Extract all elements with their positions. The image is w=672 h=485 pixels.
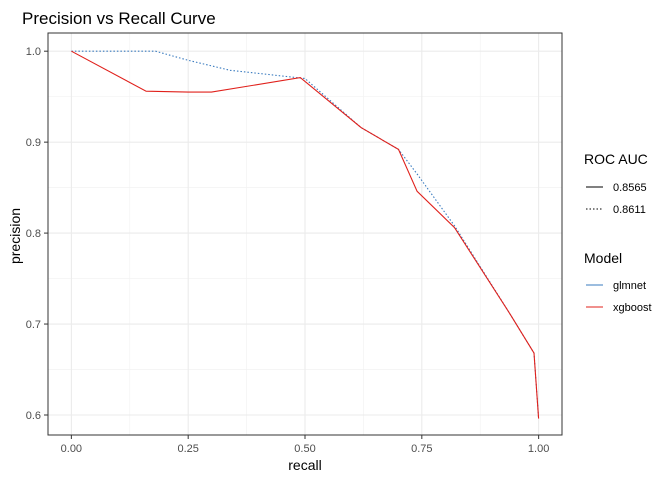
- x-tick-label: 0.50: [294, 443, 315, 455]
- y-axis-label: precision: [7, 208, 23, 264]
- legend-label: glmnet: [613, 280, 646, 292]
- y-tick-label: 0.7: [26, 319, 41, 331]
- x-tick-label: 0.25: [177, 443, 198, 455]
- legend-label: 0.8611: [613, 204, 646, 216]
- series-line-xgboost: [71, 50, 540, 419]
- legend-label: 0.8565: [613, 182, 647, 194]
- x-tick-label: 1.00: [528, 443, 549, 455]
- legend-title: ROC AUC: [584, 151, 648, 167]
- x-axis-label: recall: [288, 457, 321, 473]
- y-tick-label: 0.6: [26, 410, 41, 422]
- y-tick-label: 0.8: [26, 228, 41, 240]
- legend: ROC AUC 0.8565 0.8611 Model glmnet xgboost: [584, 151, 652, 314]
- panel-border: [47, 32, 563, 436]
- y-tick-label: 0.9: [26, 137, 41, 149]
- plot-panel: 0.00 0.25 0.50 0.75 1.00 0.6 0.7 0.8 0.9 1.0: [26, 32, 563, 455]
- chart-title: Precision vs Recall Curve: [22, 9, 216, 28]
- legend-title: Model: [584, 250, 622, 266]
- x-tick-label: 0.75: [411, 443, 432, 455]
- y-tick-label: 1.0: [26, 46, 41, 58]
- x-tick-label: 0.00: [61, 443, 82, 455]
- legend-label: xgboost: [613, 302, 652, 314]
